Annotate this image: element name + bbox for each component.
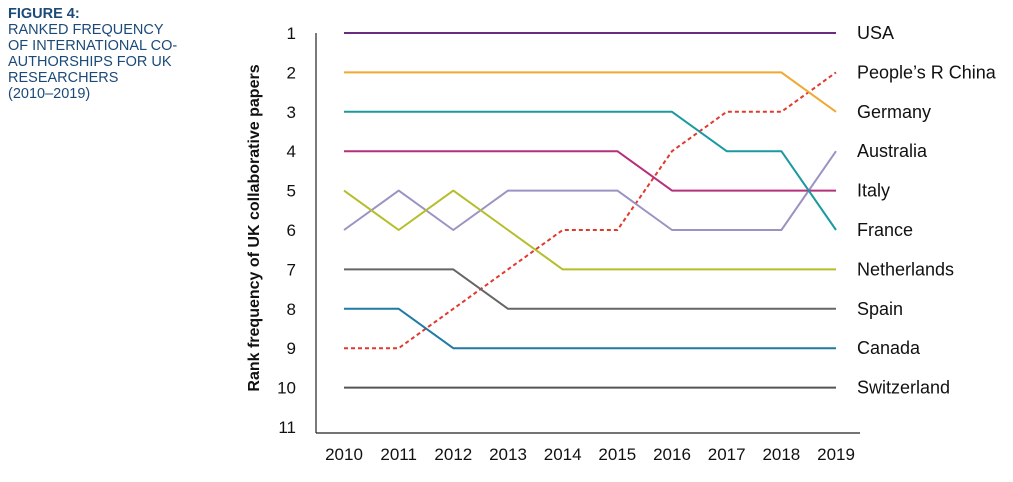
x-tick-label: 2017 [708,445,746,464]
x-tick-label: 2011 [380,445,417,464]
figure-label: FIGURE 4: [8,6,80,22]
series-label-people-s-r-china: People’s R China [857,62,997,82]
series-label-spain: Spain [857,299,903,319]
x-tick-label: 2013 [489,445,527,464]
x-tick-label: 2018 [762,445,800,464]
series-line-canada [344,307,836,350]
x-tick-label: 2016 [653,445,691,464]
y-tick-label: 6 [287,221,296,240]
x-tick-label: 2010 [325,445,363,464]
series-line-netherlands [343,189,836,271]
series-label-germany: Germany [857,102,931,122]
chart-axes: 1 2 3 4 5 6 7 8 9 10 11 2010 2011 2012 2013 2014 2015 201… [277,24,860,464]
series-label-france: France [857,220,913,240]
series-line-france [344,110,837,231]
y-tick-label: 3 [287,103,296,122]
series-label-switzerland: Switzerland [857,378,950,398]
x-tick-label: 2014 [544,445,582,464]
x-tick-label: 2019 [817,445,855,464]
y-tick-label: 11 [278,418,296,437]
x-tick-label: 2015 [598,445,636,464]
y-tick-label: 1 [287,24,296,43]
series-line-spain [344,268,836,310]
y-axis-label: Rank frequency of UK collaborative paper… [246,64,263,391]
series-label-australia: Australia [857,141,928,161]
y-tick-label: 8 [287,300,296,319]
series-label-netherlands: Netherlands [857,259,954,279]
y-tick-label: 10 [277,379,296,398]
series-layer [343,32,837,389]
y-tick-label: 5 [287,182,296,201]
series-line-italy [344,150,836,192]
labels-layer: USA People’s R China Germany Australia Italy… [857,23,997,398]
y-tick-label: 9 [287,339,296,358]
figure-title: RANKED FREQUENCY OF INTERNATIONAL CO- AU… [8,22,178,102]
x-tick-label: 2012 [434,445,472,464]
y-tick-label: 4 [287,142,296,161]
series-label-canada: Canada [857,338,921,358]
series-line-germany [344,71,837,113]
series-label-usa: USA [857,23,894,43]
series-line-people-s-r-china [344,71,837,350]
figure-caption: FIGURE 4: RANKED FREQUENCY OF INTERNATIO… [8,6,208,102]
series-label-italy: Italy [857,181,890,201]
y-tick-label: 2 [287,63,296,82]
y-tick-label: 7 [287,260,296,279]
